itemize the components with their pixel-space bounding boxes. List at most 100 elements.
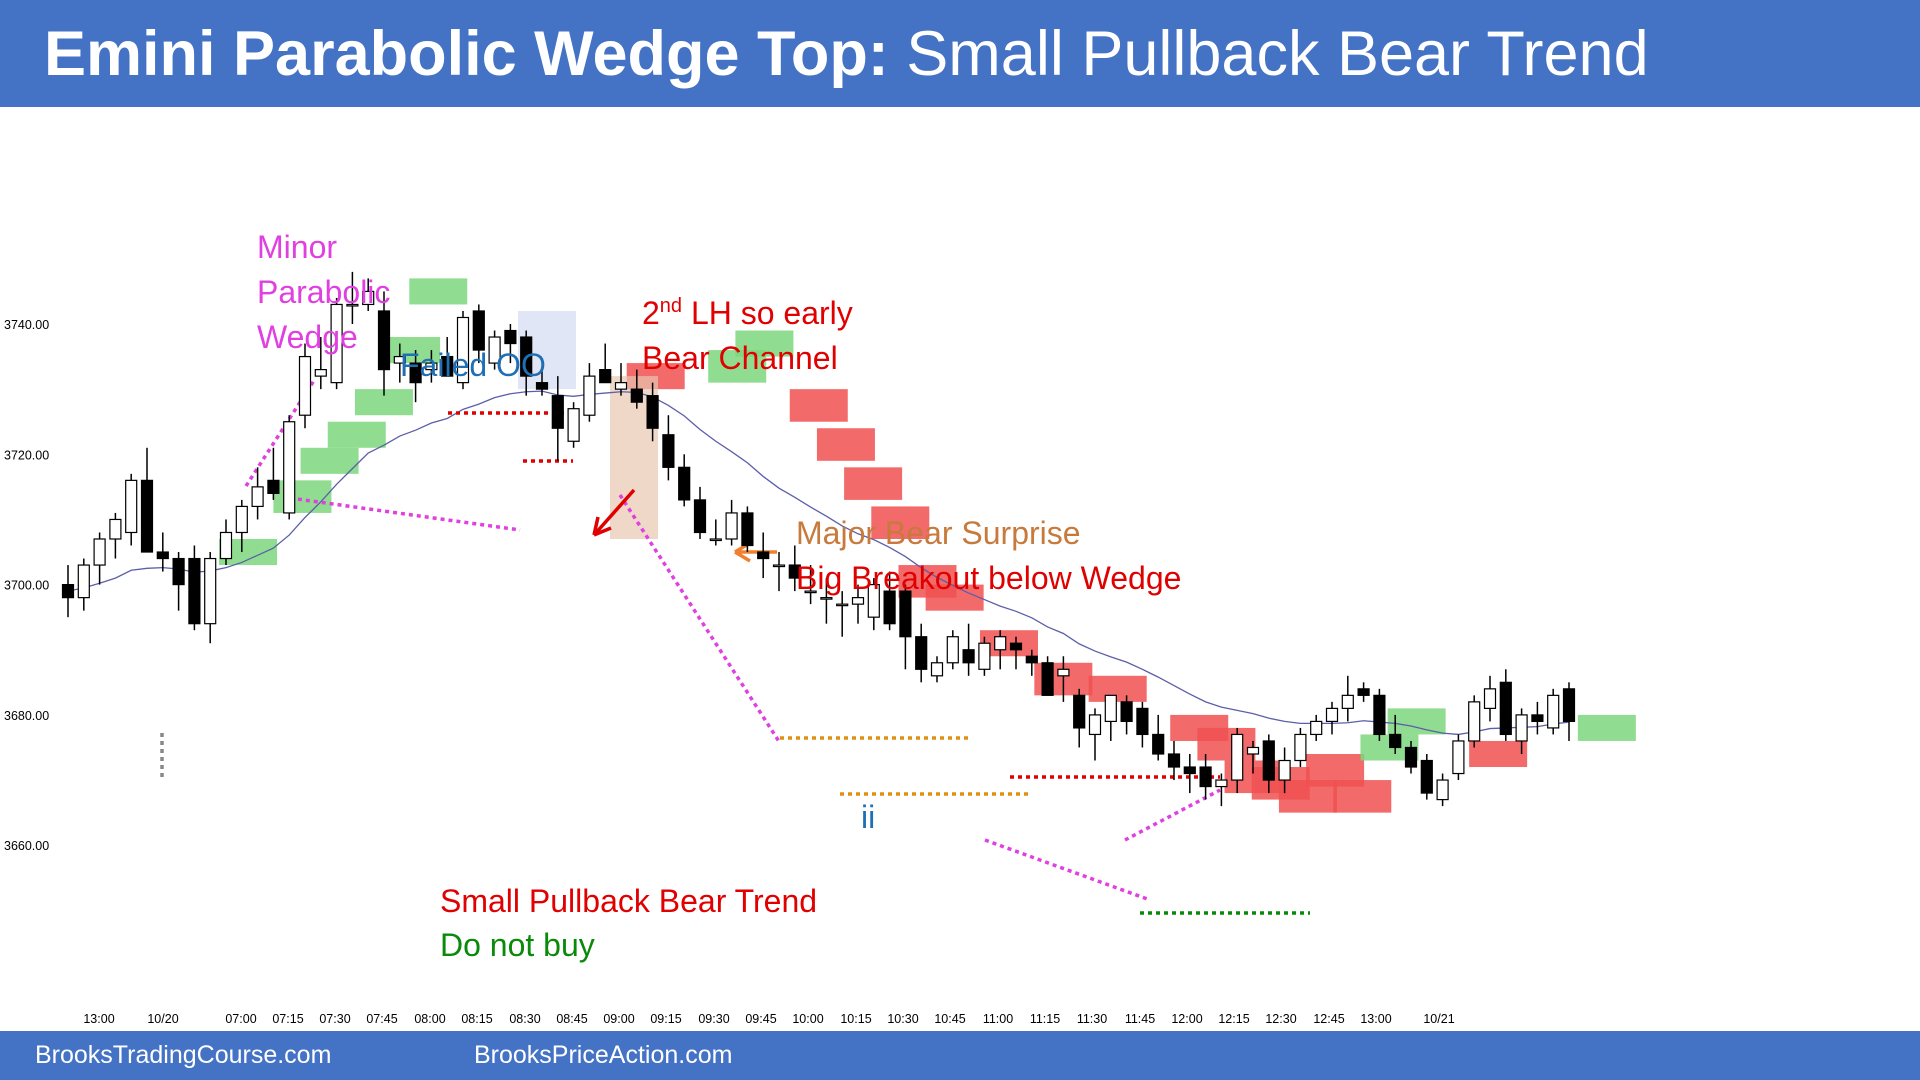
title-banner: Emini Parabolic Wedge Top: Small Pullbac…	[0, 0, 1920, 107]
candle-body	[1088, 714, 1102, 736]
wedge-base-line	[289, 496, 521, 532]
candle-body	[362, 290, 375, 306]
x-tick-label: 07:45	[366, 1012, 397, 1026]
price-chart: 3740.00 3720.00 3700.00 3680.00 3660.00 13:0…	[4, 229, 1636, 1026]
page-title: Emini Parabolic Wedge Top: Small Pullbac…	[44, 18, 1649, 90]
candle-body	[61, 584, 75, 599]
bar-highlight	[1577, 714, 1636, 741]
candle-body	[915, 636, 928, 670]
candle-body	[488, 336, 501, 364]
x-tick-label: 08:00	[414, 1012, 445, 1026]
candle-body	[1547, 694, 1560, 729]
candle-body	[441, 355, 454, 377]
x-tick-label: 09:45	[745, 1012, 776, 1026]
candle-body	[851, 597, 865, 605]
candlesticks	[61, 271, 1576, 807]
ann-do-not-buy: Do not buy	[440, 927, 595, 963]
x-tick-label: 07:15	[272, 1012, 303, 1026]
candle-body	[1294, 733, 1307, 762]
candle-body	[235, 505, 248, 534]
candle-body	[1041, 662, 1054, 696]
x-tick-label: 08:45	[556, 1012, 587, 1026]
candle-body	[1515, 714, 1528, 742]
candle-body	[1483, 688, 1497, 709]
x-tick-label: 09:00	[603, 1012, 634, 1026]
y-tick-label: 3700.00	[4, 579, 49, 593]
candle-body	[409, 362, 422, 384]
candle-body	[188, 557, 201, 625]
candle-body	[377, 310, 391, 371]
arrow-orange	[734, 541, 777, 563]
x-axis: 13:00 10/20 07:00 07:15 07:30 07:45 08:00 08:15…	[83, 1012, 1454, 1026]
x-tick-label: 07:00	[225, 1012, 256, 1026]
candle-body	[298, 355, 312, 416]
ann-lh-sup: nd	[660, 295, 682, 317]
candle-body	[1278, 759, 1291, 781]
bar-highlight	[1088, 675, 1147, 702]
candle-body	[1436, 779, 1449, 801]
lower-channel-line	[984, 838, 1151, 902]
bar-highlight	[1333, 780, 1392, 813]
bar-highlight	[1469, 740, 1528, 768]
ann-second-lh: 2nd LH so early	[642, 295, 853, 331]
ann-minor-3: Wedge	[257, 319, 358, 355]
y-tick-label: 3720.00	[4, 448, 49, 462]
bar-highlight	[789, 389, 848, 422]
candle-body	[330, 303, 343, 384]
candle-body	[1057, 668, 1070, 677]
candle-body	[899, 590, 912, 638]
candle-body	[757, 551, 770, 560]
x-tick-label: 11:45	[1125, 1012, 1155, 1026]
bar-highlight	[300, 447, 359, 474]
bar-highlight	[816, 428, 875, 461]
x-tick-label: 13:00	[83, 1012, 114, 1026]
x-tick-label: 09:30	[698, 1012, 729, 1026]
candle-body	[804, 590, 817, 594]
title-bold: Emini Parabolic Wedge Top:	[44, 19, 889, 89]
bar-highlight	[1387, 708, 1446, 735]
bar-highlight	[925, 584, 984, 611]
candle-body	[472, 310, 485, 351]
candle-body	[93, 538, 106, 566]
candle-body	[583, 375, 596, 416]
candle-body	[1468, 701, 1481, 742]
candle-body	[1341, 694, 1354, 709]
y-tick-label: 3660.00	[4, 839, 49, 853]
candle-body	[204, 557, 217, 625]
x-tick-label: 13:00	[1360, 1012, 1391, 1026]
candle-body	[1104, 694, 1117, 723]
candle-body	[1325, 707, 1339, 723]
x-tick-label: 12:45	[1313, 1012, 1344, 1026]
x-tick-label: 10:45	[934, 1012, 965, 1026]
candle-body	[599, 369, 612, 384]
y-axis: 3740.00 3720.00 3700.00 3680.00 3660.00	[4, 318, 49, 853]
bar-highlight	[844, 467, 903, 500]
candle-body	[314, 369, 327, 377]
candle-body	[267, 479, 280, 494]
candle-body	[1246, 746, 1260, 755]
candle-body	[535, 382, 549, 390]
ann-lh-rest: LH so early	[682, 295, 853, 331]
candle-body	[678, 466, 691, 501]
candle-body	[1262, 740, 1275, 781]
candle-body	[156, 551, 169, 560]
bar-highlight	[871, 506, 930, 539]
candle-body	[930, 662, 944, 677]
candle-body	[1389, 733, 1402, 749]
ann-minor-2: Parabolic	[257, 274, 390, 310]
candle-body	[962, 649, 975, 664]
x-tick-label: 11:30	[1077, 1012, 1107, 1026]
candle-body	[978, 642, 991, 670]
candle-body	[693, 499, 707, 534]
candle-body	[77, 564, 90, 599]
candle-body	[1452, 740, 1465, 775]
x-tick-label: 11:00	[983, 1012, 1013, 1026]
ann-small-pullback: Small Pullback Bear Trend	[440, 883, 817, 919]
title-rest: Small Pullback Bear Trend	[888, 19, 1649, 89]
x-tick-label: 10:15	[840, 1012, 871, 1026]
candle-body	[1025, 655, 1038, 664]
bar-highlight	[735, 330, 794, 357]
candle-body	[1310, 720, 1323, 736]
candle-body	[820, 597, 833, 600]
x-tick-label: 07:30	[319, 1012, 350, 1026]
